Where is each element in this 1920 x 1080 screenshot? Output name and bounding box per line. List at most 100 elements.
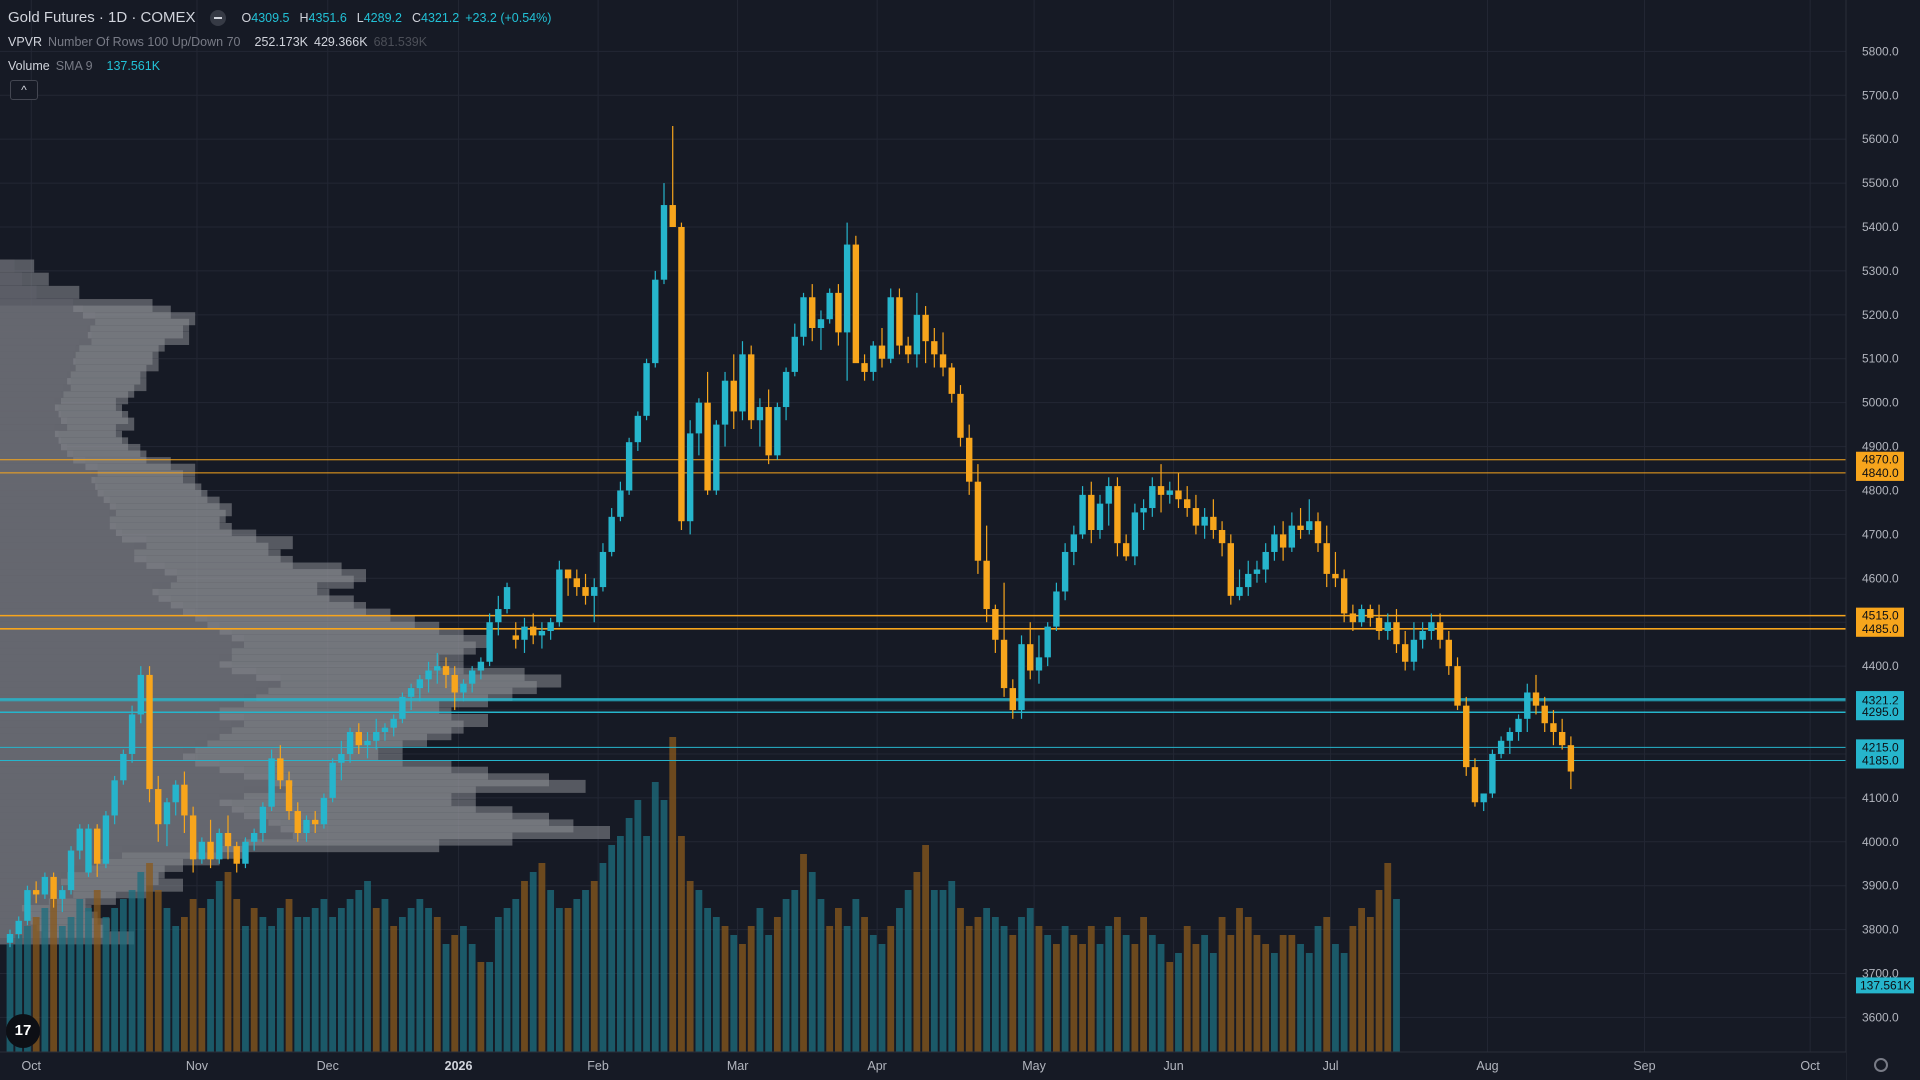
volume-bar [555, 908, 563, 1052]
volume-bar [582, 890, 589, 1052]
candle-body [530, 626, 537, 636]
candle-body [189, 815, 197, 860]
collapse-legend-button[interactable]: ^ [10, 80, 38, 100]
candle-body [94, 828, 101, 864]
volume-bar [1105, 926, 1113, 1052]
volume-bar [835, 908, 842, 1052]
candle-body [1122, 543, 1130, 557]
volume-bar [381, 899, 389, 1052]
settings-gear-icon[interactable] [1874, 1058, 1888, 1072]
volume-bar [721, 926, 729, 1052]
price-label-text: 4840.0 [1862, 466, 1899, 480]
volume-bar [974, 917, 982, 1052]
candle-body [1463, 705, 1470, 768]
candle-body [765, 407, 772, 456]
candle-body [259, 806, 267, 833]
volume-bar [765, 935, 773, 1052]
candle-body [1009, 688, 1016, 711]
candle-body [503, 587, 511, 610]
volume-row[interactable]: Volume SMA 9 137.561K [8, 54, 551, 78]
volume-bar [782, 899, 790, 1052]
price-tick-label: 3600.0 [1862, 1010, 1899, 1024]
volume-bar [259, 917, 267, 1052]
volume-bar [58, 926, 66, 1052]
candle-body [634, 415, 642, 443]
symbol-row[interactable]: Gold Futures · 1D · COMEX O4309.5 H4351.… [8, 6, 551, 30]
volume-bar [1209, 953, 1217, 1052]
candle-body [1314, 521, 1322, 544]
candle-body [294, 811, 301, 833]
candle-body [922, 314, 929, 342]
candle-body [1114, 486, 1121, 544]
volume-bar [1349, 926, 1357, 1052]
volume-bar [233, 899, 241, 1052]
price-tick-label: 5800.0 [1862, 44, 1899, 58]
candle-body [1541, 705, 1548, 724]
candle-body [1044, 626, 1051, 658]
volume-bar [643, 836, 650, 1052]
level-lines[interactable] [0, 459, 1846, 762]
volume-bar [416, 899, 424, 1052]
candle-body [1358, 609, 1365, 623]
price-tick-label: 5000.0 [1862, 396, 1899, 410]
volume-label[interactable]: Volume [8, 59, 50, 73]
volume-bar [704, 908, 711, 1052]
time-tick-label: May [1022, 1059, 1046, 1073]
vpvr-row[interactable]: VPVR Number Of Rows 100 Up/Down 70 252.1… [8, 30, 551, 54]
volume-bar [407, 908, 415, 1052]
symbol-title[interactable]: Gold Futures · 1D · COMEX [8, 9, 196, 26]
volume-bar [1131, 944, 1139, 1052]
vpvr-down-value: 429.366K [314, 35, 368, 49]
candle-body [216, 833, 223, 860]
candle-body [582, 587, 589, 596]
candle-body [381, 727, 389, 732]
hide-eye-icon[interactable] [209, 10, 226, 26]
volume-bar [1279, 935, 1287, 1052]
volume-bar [791, 890, 799, 1052]
price-tick-label: 4000.0 [1862, 835, 1899, 849]
candle-body [1166, 490, 1173, 495]
volume-bar [1096, 944, 1104, 1052]
volume-bar [50, 899, 57, 1052]
price-axis[interactable]: 5800.0 5700.0 5600.0 5500.0 5400.0 5300.0 5200… [1845, 0, 1920, 1080]
candle-body [1279, 534, 1287, 548]
candle-body [948, 367, 955, 394]
candle-body [128, 714, 136, 754]
price-tick-label: 5400.0 [1862, 220, 1899, 234]
candle-body [155, 789, 162, 825]
volume-bar [399, 917, 406, 1052]
volume-bar [538, 863, 546, 1052]
candle-body [1288, 525, 1296, 548]
price-label-text: 4515.0 [1862, 609, 1899, 623]
candle-body [512, 635, 519, 640]
volume-bar [207, 899, 214, 1052]
tradingview-logo[interactable]: 17 [6, 1014, 40, 1048]
volume-bar [1332, 944, 1339, 1052]
candle-body [41, 876, 49, 895]
candle-body [774, 407, 781, 456]
candle-body [695, 402, 703, 434]
candle-body [617, 490, 624, 517]
volume-bar [922, 845, 929, 1052]
candle-body [1061, 551, 1069, 592]
candle-body [1192, 508, 1200, 526]
time-axis-bg [0, 1052, 1846, 1080]
candle-body [163, 802, 171, 825]
candle-body [1375, 617, 1383, 631]
candle-body [1558, 732, 1566, 746]
price-tick-label: 3800.0 [1862, 923, 1899, 937]
time-axis[interactable]: Oct Nov Dec 2026 Feb Mar Apr May Jun Jul Aug Sep Oct [0, 1051, 1846, 1080]
time-tick-label: Aug [1476, 1059, 1498, 1073]
candle-body [678, 227, 685, 522]
volume-bar [24, 926, 31, 1052]
volume-bar [102, 917, 110, 1052]
price-tick-label: 4100.0 [1862, 791, 1899, 805]
candle-body [1018, 644, 1025, 711]
vpvr-label[interactable]: VPVR [8, 35, 43, 49]
volume-bar [67, 917, 75, 1052]
volume-profile [0, 259, 610, 945]
volume-bar [521, 881, 528, 1052]
price-tick-label: 4900.0 [1862, 440, 1899, 454]
volume-bar [128, 890, 136, 1052]
